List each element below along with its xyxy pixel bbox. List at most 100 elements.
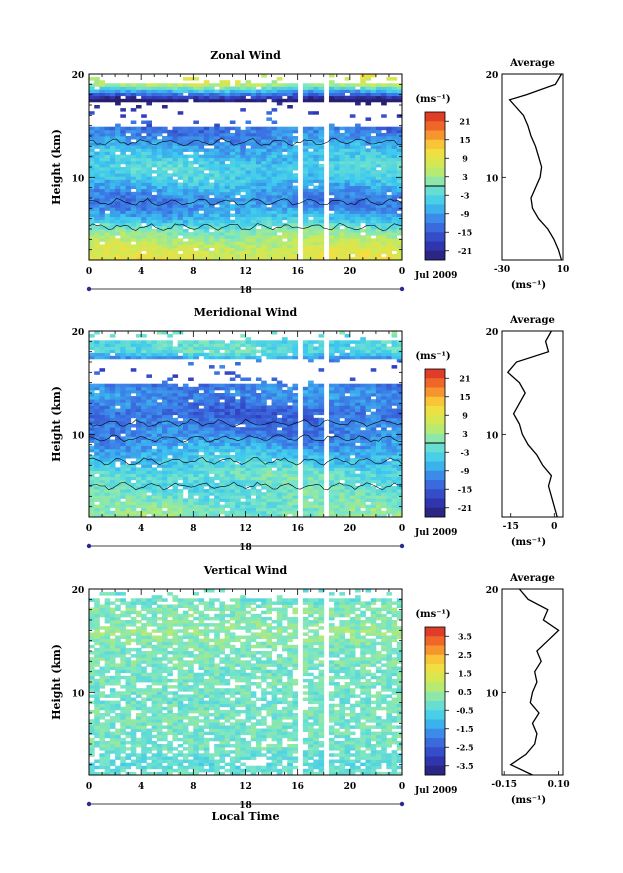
heatmap-cell <box>120 461 126 465</box>
heatmap-cell <box>141 436 147 440</box>
heatmap-cell <box>229 253 236 258</box>
heatmap-cell <box>99 430 106 434</box>
heatmap-cell <box>120 495 126 499</box>
heatmap-cell <box>276 170 283 174</box>
heatmap-cell <box>94 253 100 258</box>
heatmap-cell <box>302 448 309 453</box>
heatmap-cell <box>245 194 252 199</box>
heatmap-cell <box>219 173 226 177</box>
heatmap-cell <box>135 482 142 487</box>
heatmap-cell <box>214 513 220 518</box>
heatmap-cell <box>104 486 111 490</box>
heatmap-cell <box>339 424 346 428</box>
heatmap-cell <box>355 188 361 193</box>
heatmap-cell <box>214 225 220 230</box>
heatmap-cell <box>334 250 340 255</box>
heatmap-cell <box>360 479 366 484</box>
date-label: Jul 2009 <box>414 271 457 281</box>
heatmap-cell <box>349 136 356 140</box>
heatmap-cell <box>188 95 194 100</box>
heatmap-cell <box>334 173 340 177</box>
heatmap-cell <box>245 417 252 422</box>
heatmap-cell <box>151 433 158 437</box>
heatmap-cell <box>349 238 356 242</box>
heatmap-cell <box>162 479 168 484</box>
heatmap-cell <box>266 405 272 409</box>
heatmap-cell <box>151 408 158 412</box>
heatmap-cell <box>308 95 314 100</box>
heatmap-cell <box>349 492 356 496</box>
heatmap-cell <box>266 139 272 143</box>
heatmap-cell <box>292 461 299 465</box>
heatmap-cell <box>245 210 252 214</box>
heatmap-cell <box>292 129 299 134</box>
heatmap-cell <box>208 445 215 450</box>
heatmap-cell <box>235 473 241 478</box>
heatmap-cell <box>156 170 163 174</box>
heatmap-cell <box>261 411 267 416</box>
heatmap-cell <box>89 448 95 453</box>
heatmap-cell <box>328 201 335 205</box>
heatmap-cell <box>182 470 189 474</box>
heatmap-cell <box>391 160 398 165</box>
heatmap-cell <box>266 86 272 90</box>
heatmap-cell <box>271 108 278 112</box>
heatmap-cell <box>266 201 272 205</box>
heatmap-cell <box>146 92 152 97</box>
heatmap-cell <box>130 108 137 112</box>
heatmap-cell <box>130 89 137 93</box>
heatmap-cell <box>151 126 158 131</box>
heatmap-cell <box>172 244 179 248</box>
heatmap-cell <box>115 492 121 496</box>
heatmap-cell <box>104 151 111 155</box>
heatmap-cell <box>375 92 382 97</box>
heatmap-cell <box>224 188 231 193</box>
heatmap-cell <box>282 427 288 431</box>
heatmap-cell <box>355 126 361 131</box>
heatmap-cell <box>141 179 147 183</box>
heatmap-cell <box>266 253 272 258</box>
heatmap-cell <box>89 182 95 186</box>
heatmap-cell <box>151 486 158 490</box>
heatmap-cell <box>177 482 184 487</box>
heatmap-cell <box>349 445 356 450</box>
heatmap-cell <box>250 191 257 196</box>
heatmap-cell <box>313 154 319 159</box>
heatmap-cell <box>219 154 226 159</box>
heatmap-cell <box>355 244 361 248</box>
heatmap-cell <box>255 216 262 221</box>
heatmap-cell <box>292 210 299 214</box>
heatmap-cell <box>287 436 293 440</box>
heatmap-cell <box>370 244 377 248</box>
heatmap-cell <box>396 148 403 152</box>
heatmap-cell <box>146 436 152 440</box>
heatmap-cell <box>120 139 126 143</box>
heatmap-cell <box>104 253 111 258</box>
heatmap-cell <box>287 455 293 459</box>
heatmap-cell <box>391 439 398 443</box>
heatmap-cell <box>381 489 387 493</box>
heatmap-cell <box>130 510 137 515</box>
heatmap-cell <box>182 145 189 149</box>
heatmap-cell <box>308 411 314 416</box>
heatmap-cell <box>130 198 137 202</box>
heatmap-cell <box>276 451 283 456</box>
heatmap-cell <box>177 154 184 159</box>
heatmap-cell <box>386 482 392 487</box>
heatmap-cell <box>396 219 403 224</box>
heatmap-cell <box>141 136 147 140</box>
heatmap-cell <box>104 448 111 453</box>
heatmap-cell <box>115 210 121 214</box>
heatmap-cell <box>219 98 226 103</box>
heatmap-cell <box>167 482 173 487</box>
heatmap-cell <box>355 495 361 499</box>
heatmap-cell <box>162 167 168 171</box>
heatmap-cell <box>229 430 236 434</box>
heatmap-cell <box>355 436 361 440</box>
heatmap-cell <box>182 256 189 261</box>
heatmap-cell <box>250 492 257 496</box>
heatmap-cell <box>208 256 215 261</box>
x-tick-label: 8 <box>190 267 196 277</box>
heatmap-cell <box>99 507 106 512</box>
heatmap-cell <box>328 154 335 159</box>
